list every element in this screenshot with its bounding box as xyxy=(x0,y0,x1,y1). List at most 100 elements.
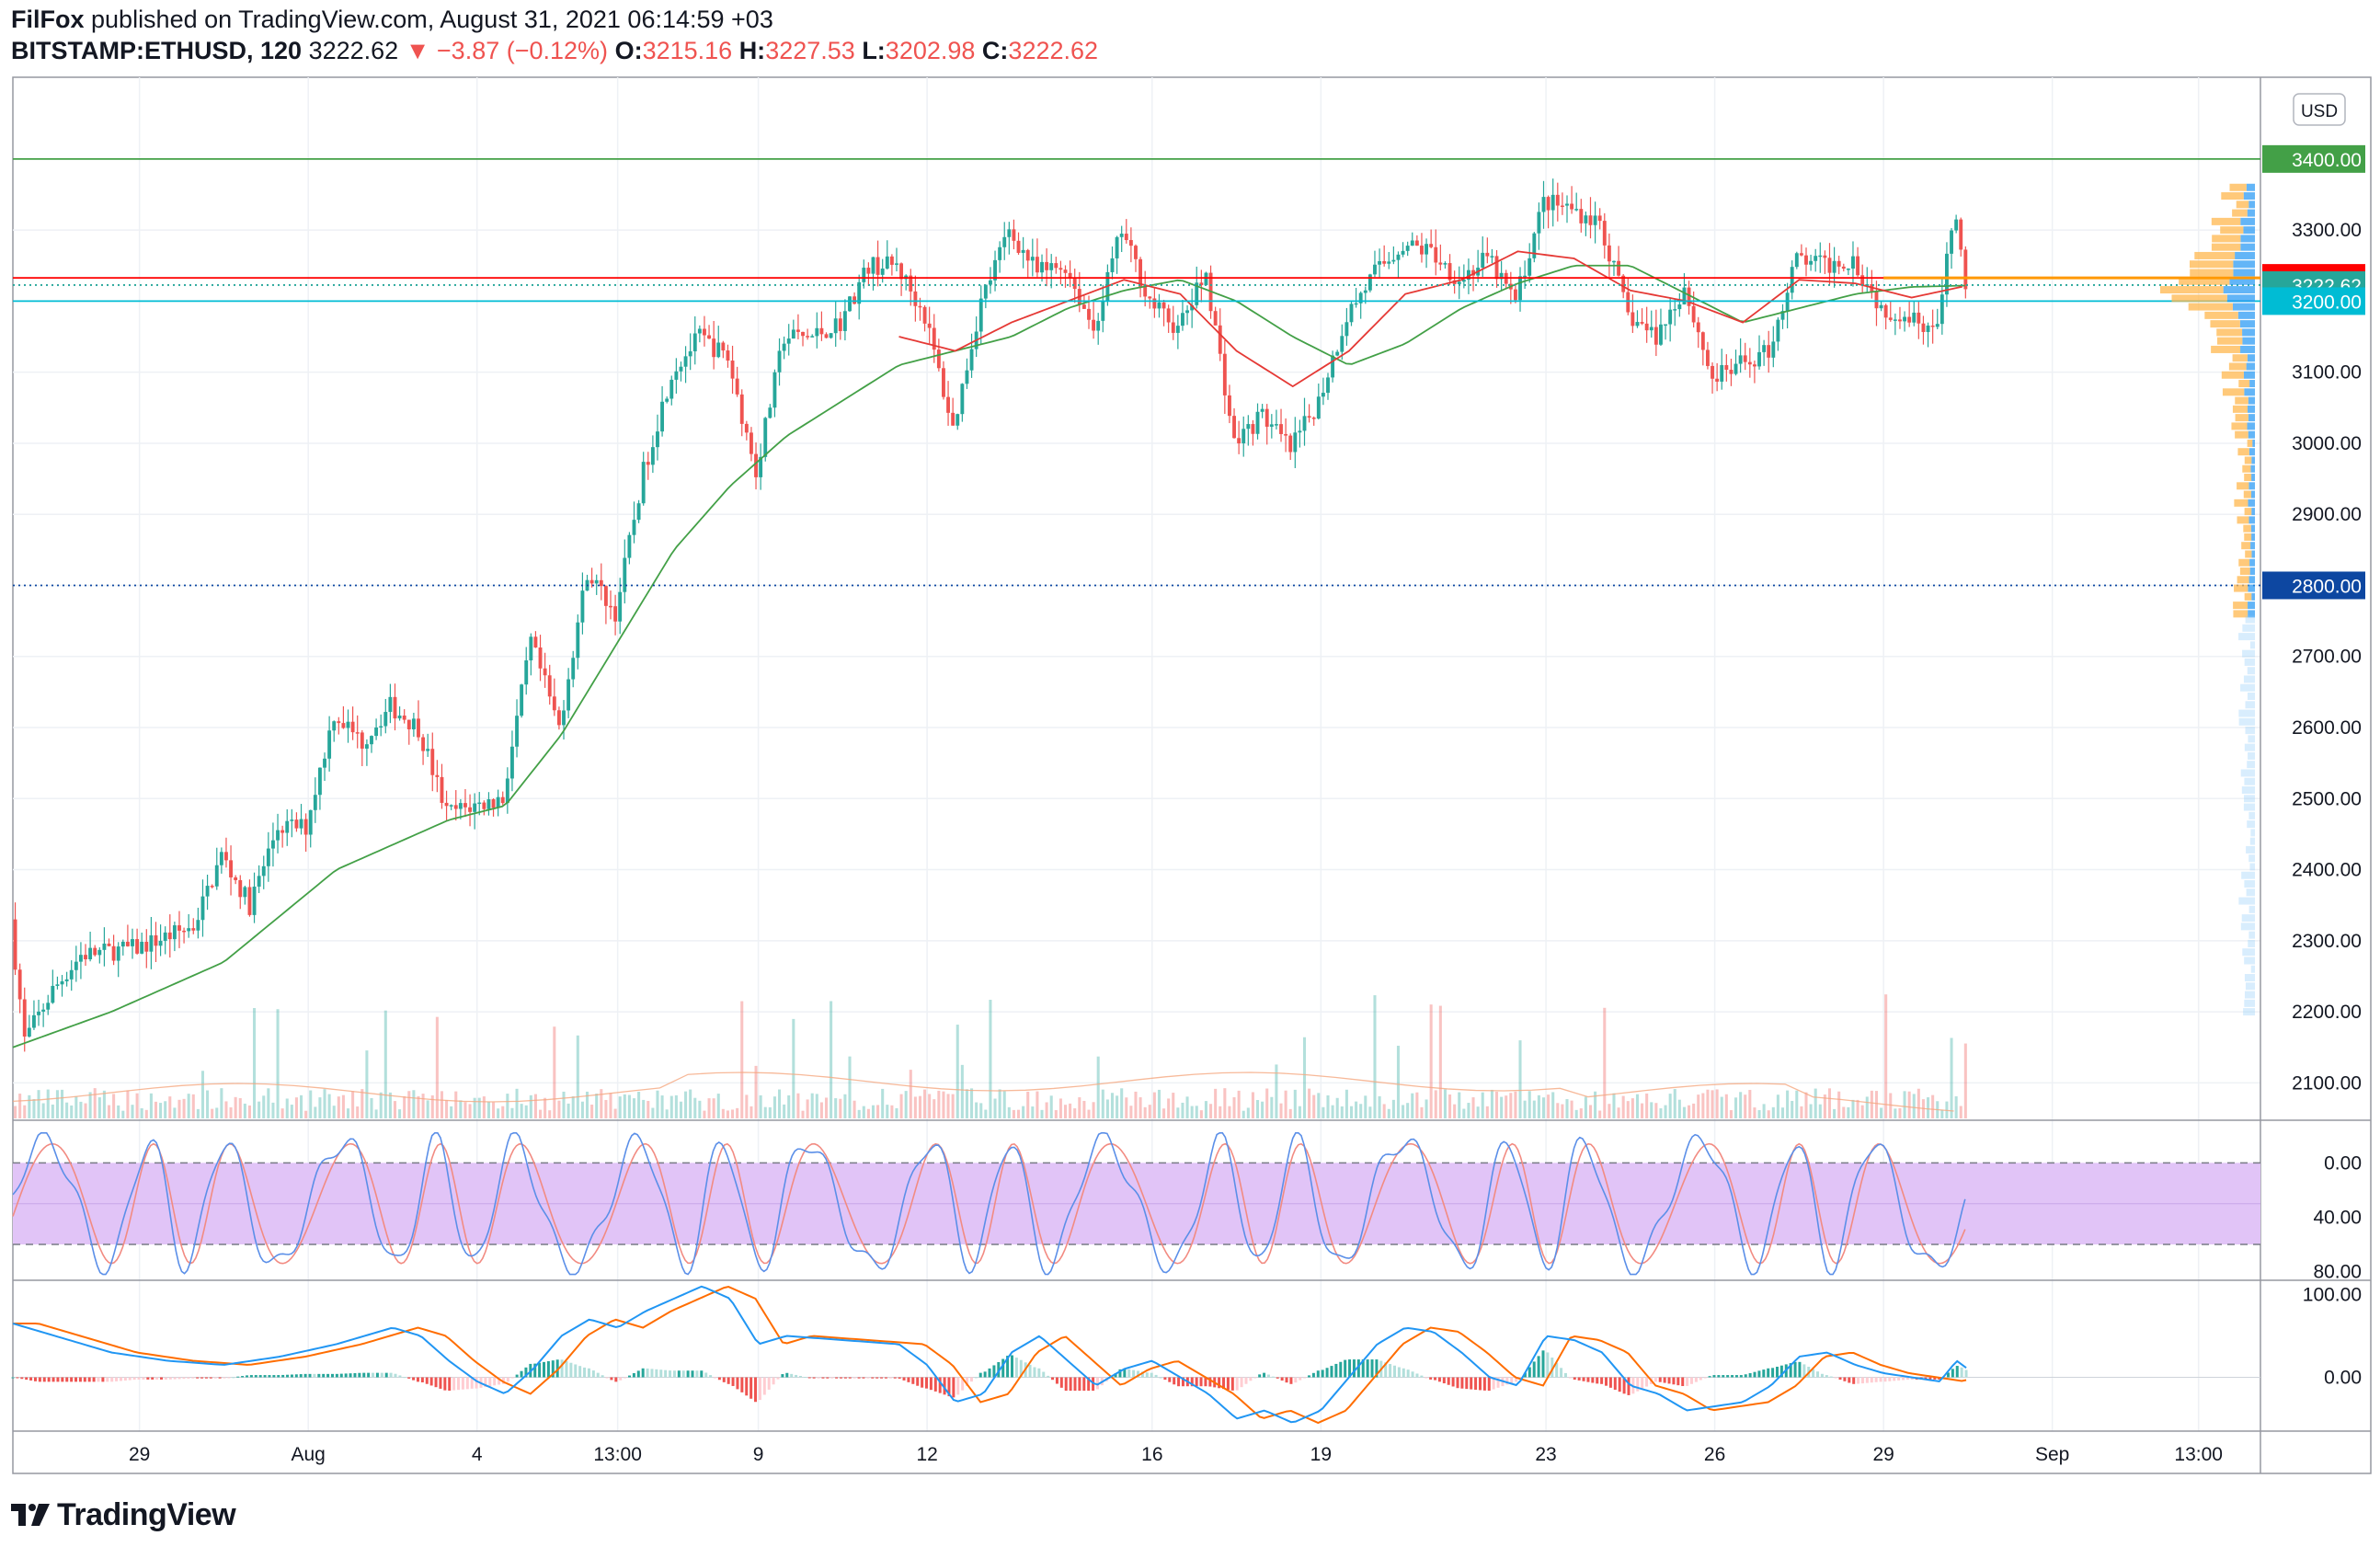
volume-profile-bar xyxy=(2231,422,2248,430)
candle-body xyxy=(327,730,332,759)
volume-bar xyxy=(1096,1056,1100,1118)
macd-histogram-bar xyxy=(655,1369,658,1378)
volume-bar xyxy=(1073,1108,1077,1118)
volume-bar xyxy=(403,1095,406,1118)
macd-histogram-bar xyxy=(812,1377,816,1379)
candle-body xyxy=(1574,209,1579,211)
candle-body xyxy=(1696,322,1700,333)
volume-bar xyxy=(417,1095,420,1118)
candle-body xyxy=(27,1027,31,1037)
macd-histogram-bar xyxy=(1537,1356,1540,1378)
candle-body xyxy=(857,281,862,304)
macd-histogram-bar xyxy=(1348,1359,1352,1378)
volume-profile-bar xyxy=(2244,777,2255,785)
candle-body xyxy=(875,257,880,275)
macd-histogram-bar xyxy=(1757,1370,1761,1378)
macd-histogram-bar xyxy=(997,1361,1001,1378)
price-tick-label: 3300.00 xyxy=(2292,220,2362,241)
volume-bar xyxy=(304,1110,308,1118)
candle-body xyxy=(1518,276,1522,301)
macd-histogram-bar xyxy=(1163,1377,1167,1381)
candle-body xyxy=(998,246,1002,260)
macd-histogram-bar xyxy=(681,1370,685,1378)
volume-bar xyxy=(1387,1108,1390,1118)
chart-canvas[interactable]: 2100.00 2200.00 2300.00 2400.00 2500.00 2600.… xyxy=(0,0,2380,1490)
candle-body xyxy=(78,955,83,962)
macd-histogram-bar xyxy=(1605,1377,1608,1386)
candle-body xyxy=(32,1014,36,1028)
time-tick-label: Aug xyxy=(291,1444,325,1465)
macd-histogram-bar xyxy=(375,1372,379,1378)
candle-body xyxy=(946,396,950,413)
volume-bar xyxy=(1631,1098,1634,1118)
macd-histogram-bar xyxy=(871,1377,875,1379)
author-name[interactable]: FilFox xyxy=(11,6,85,33)
candle-body xyxy=(829,333,833,338)
candle-body xyxy=(1087,308,1091,320)
candle-body xyxy=(716,342,721,358)
candle-body xyxy=(1827,258,1832,273)
candle-body xyxy=(406,719,411,729)
candle-body xyxy=(1541,197,1546,212)
candle-body xyxy=(84,955,87,960)
volume-bar xyxy=(159,1103,163,1118)
volume-profile-bar xyxy=(2248,576,2255,584)
macd-histogram-bar xyxy=(627,1375,631,1378)
candle-body xyxy=(1269,424,1274,427)
candle-body xyxy=(1213,311,1218,326)
candle-body xyxy=(491,799,496,808)
volume-profile-bar xyxy=(2247,209,2255,217)
macd-histogram-bar xyxy=(641,1368,645,1378)
candle-body xyxy=(1883,304,1888,318)
macd-histogram-bar xyxy=(835,1377,839,1379)
macd-histogram-bar xyxy=(11,1377,15,1379)
candle-body xyxy=(603,586,608,606)
candle-body xyxy=(650,447,655,465)
volume-profile-bar xyxy=(2247,667,2255,675)
volume-bar xyxy=(796,1093,800,1118)
volume-bar xyxy=(955,1025,959,1118)
currency-button[interactable] xyxy=(2293,93,2346,126)
volume-bar xyxy=(1378,1095,1381,1118)
price-tick-label: 2400.00 xyxy=(2292,860,2362,881)
macd-histogram-bar xyxy=(1168,1377,1172,1382)
macd-histogram-bar xyxy=(115,1377,119,1381)
candle-body xyxy=(1677,304,1682,310)
volume-bar xyxy=(707,1098,711,1118)
volume-bar xyxy=(1626,1101,1630,1118)
volume-bar xyxy=(140,1108,143,1118)
macd-histogram-bar xyxy=(745,1377,749,1396)
tradingview-brand[interactable]: TradingView xyxy=(11,1497,236,1533)
volume-bar xyxy=(1677,1099,1681,1118)
macd-histogram-bar xyxy=(110,1377,114,1382)
volume-profile-bar xyxy=(2241,786,2255,795)
volume-bar xyxy=(1148,1105,1151,1118)
volume-bar xyxy=(135,1093,139,1118)
candle-body xyxy=(1040,261,1044,273)
macd-histogram-bar xyxy=(245,1375,248,1378)
candle-body xyxy=(1139,258,1143,288)
candle-body xyxy=(1030,257,1035,261)
macd-histogram-bar xyxy=(857,1377,861,1379)
candle-body xyxy=(51,985,55,1003)
volume-bar xyxy=(754,1065,758,1118)
macd-histogram-bar xyxy=(821,1377,825,1379)
candle-body xyxy=(1143,287,1148,297)
volume-bar xyxy=(1608,1104,1611,1118)
volume-bar xyxy=(783,1104,786,1118)
volume-profile-bar xyxy=(2221,371,2244,379)
macd-histogram-bar xyxy=(1316,1370,1320,1378)
macd-histogram-bar xyxy=(605,1377,609,1379)
symbol-label[interactable]: BITSTAMP:ETHUSD, 120 xyxy=(11,37,303,64)
candle-body xyxy=(777,350,782,372)
candle-body xyxy=(172,925,177,940)
volume-bar xyxy=(1485,1106,1489,1118)
volume-profile-bar xyxy=(2228,362,2247,371)
volume-bar xyxy=(1612,1093,1616,1118)
volume-bar xyxy=(1036,1091,1039,1118)
time-tick-label: 29 xyxy=(129,1444,150,1465)
volume-bar xyxy=(1326,1094,1330,1118)
volume-bar xyxy=(65,1102,69,1118)
candle-body xyxy=(1218,325,1222,354)
volume-profile-bar xyxy=(2179,277,2230,285)
